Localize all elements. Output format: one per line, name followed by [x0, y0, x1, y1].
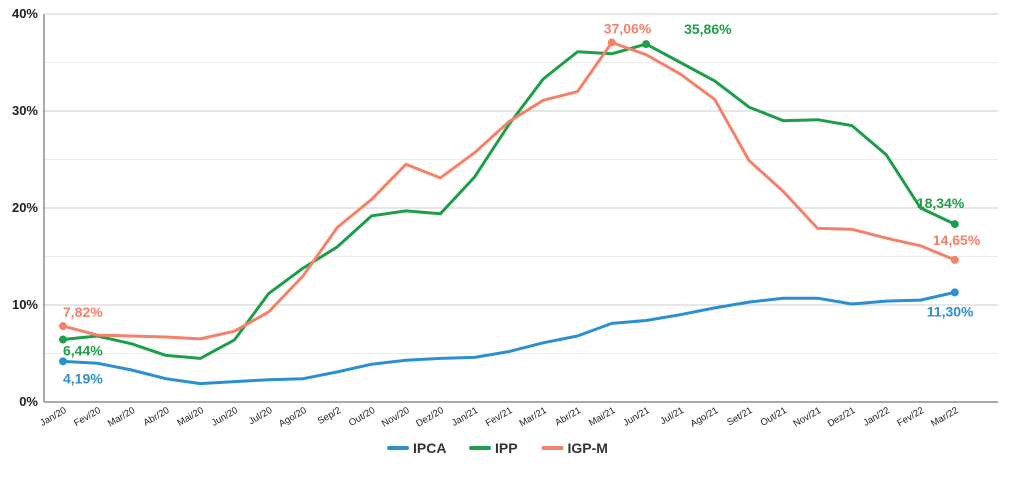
y-tick-label: 40% — [12, 6, 38, 21]
y-tick-label: 10% — [12, 297, 38, 312]
x-tick-label: Dez/20 — [414, 405, 446, 430]
gridlines — [43, 13, 998, 403]
series-line-ipca — [61, 290, 957, 386]
data-label: 14,65% — [933, 232, 981, 248]
y-tick-label: 30% — [12, 103, 38, 118]
data-label: 35,86% — [684, 21, 732, 37]
endpoint-ipca — [59, 357, 67, 366]
data-label: 18,34% — [917, 195, 965, 211]
endpoint-ipp — [950, 220, 959, 229]
x-tick-label: Fev/21 — [484, 405, 515, 429]
x-tick-label: Set/21 — [725, 405, 754, 428]
endpoint-igp-m — [950, 255, 959, 264]
legend-label: IPCA — [413, 440, 446, 456]
x-tick-label: Mar/20 — [106, 405, 137, 429]
x-tick-label: Jun/20 — [210, 405, 240, 429]
x-tick-label: Jan/21 — [450, 405, 480, 429]
x-tick-label: Dez/21 — [826, 405, 858, 430]
x-tick-label: Jun/21 — [621, 405, 651, 429]
data-label: 4,19% — [63, 370, 103, 386]
series-line-ipp — [61, 42, 957, 360]
x-tick-label: Ago/21 — [689, 405, 721, 430]
x-tick-label: Mar/22 — [929, 405, 960, 429]
x-tick-label: Nov/20 — [380, 405, 412, 430]
x-tick-label: Mai/20 — [176, 405, 206, 429]
endpoint-ipca — [950, 288, 959, 297]
data-label: 11,30% — [927, 303, 974, 319]
x-tick-label: Out/21 — [759, 405, 789, 429]
y-tick-label: 20% — [12, 200, 38, 215]
x-tick-label: Out/20 — [347, 405, 377, 429]
series-endpoints — [59, 38, 959, 366]
y-tick-label: 0% — [19, 394, 38, 409]
x-tick-label: Ago/20 — [277, 405, 309, 430]
x-tick-label: Jul/21 — [658, 405, 685, 427]
x-tick-label: Jan/22 — [861, 405, 891, 429]
series-lines — [61, 41, 957, 386]
endpoint-ipp — [642, 40, 651, 49]
x-tick-label: Fev/22 — [895, 405, 926, 429]
legend-label: IGP-M — [568, 440, 608, 456]
legend: IPCA IPP IGP-M — [387, 440, 608, 456]
endpoint-igp-m — [607, 38, 616, 47]
x-tick-label: Jan/20 — [38, 405, 68, 429]
endpoint-igp-m — [59, 322, 67, 331]
x-tick-label: Mai/21 — [587, 405, 617, 429]
x-tick-label: Abr/21 — [553, 405, 583, 429]
series-line-igp-m — [61, 41, 957, 341]
data-label: 6,44% — [63, 343, 103, 359]
data-label: 7,82% — [63, 304, 103, 320]
x-tick-label: Jul/20 — [247, 405, 274, 427]
x-tick-label: Mar/21 — [518, 405, 549, 429]
x-tick-label: Abr/20 — [142, 405, 172, 429]
x-tick-label: Sep/2 — [316, 405, 343, 427]
data-label: 37,06% — [604, 21, 652, 37]
endpoint-ipp — [59, 335, 67, 344]
legend-label: IPP — [495, 440, 518, 456]
y-axis: 0% 10% 20% 30% 40% — [12, 6, 38, 409]
x-tick-label: Nov/21 — [792, 405, 824, 430]
x-tick-label: Fev/20 — [72, 405, 103, 429]
data-labels: 4,19% 11,30% 6,44% 35,86% 18,34% 7,82% 37,06% 1… — [63, 21, 981, 387]
x-axis: Jan/20 Fev/20 Mar/20 Abr/20 Mai/20 Jun/20 Jul/… — [38, 405, 960, 430]
